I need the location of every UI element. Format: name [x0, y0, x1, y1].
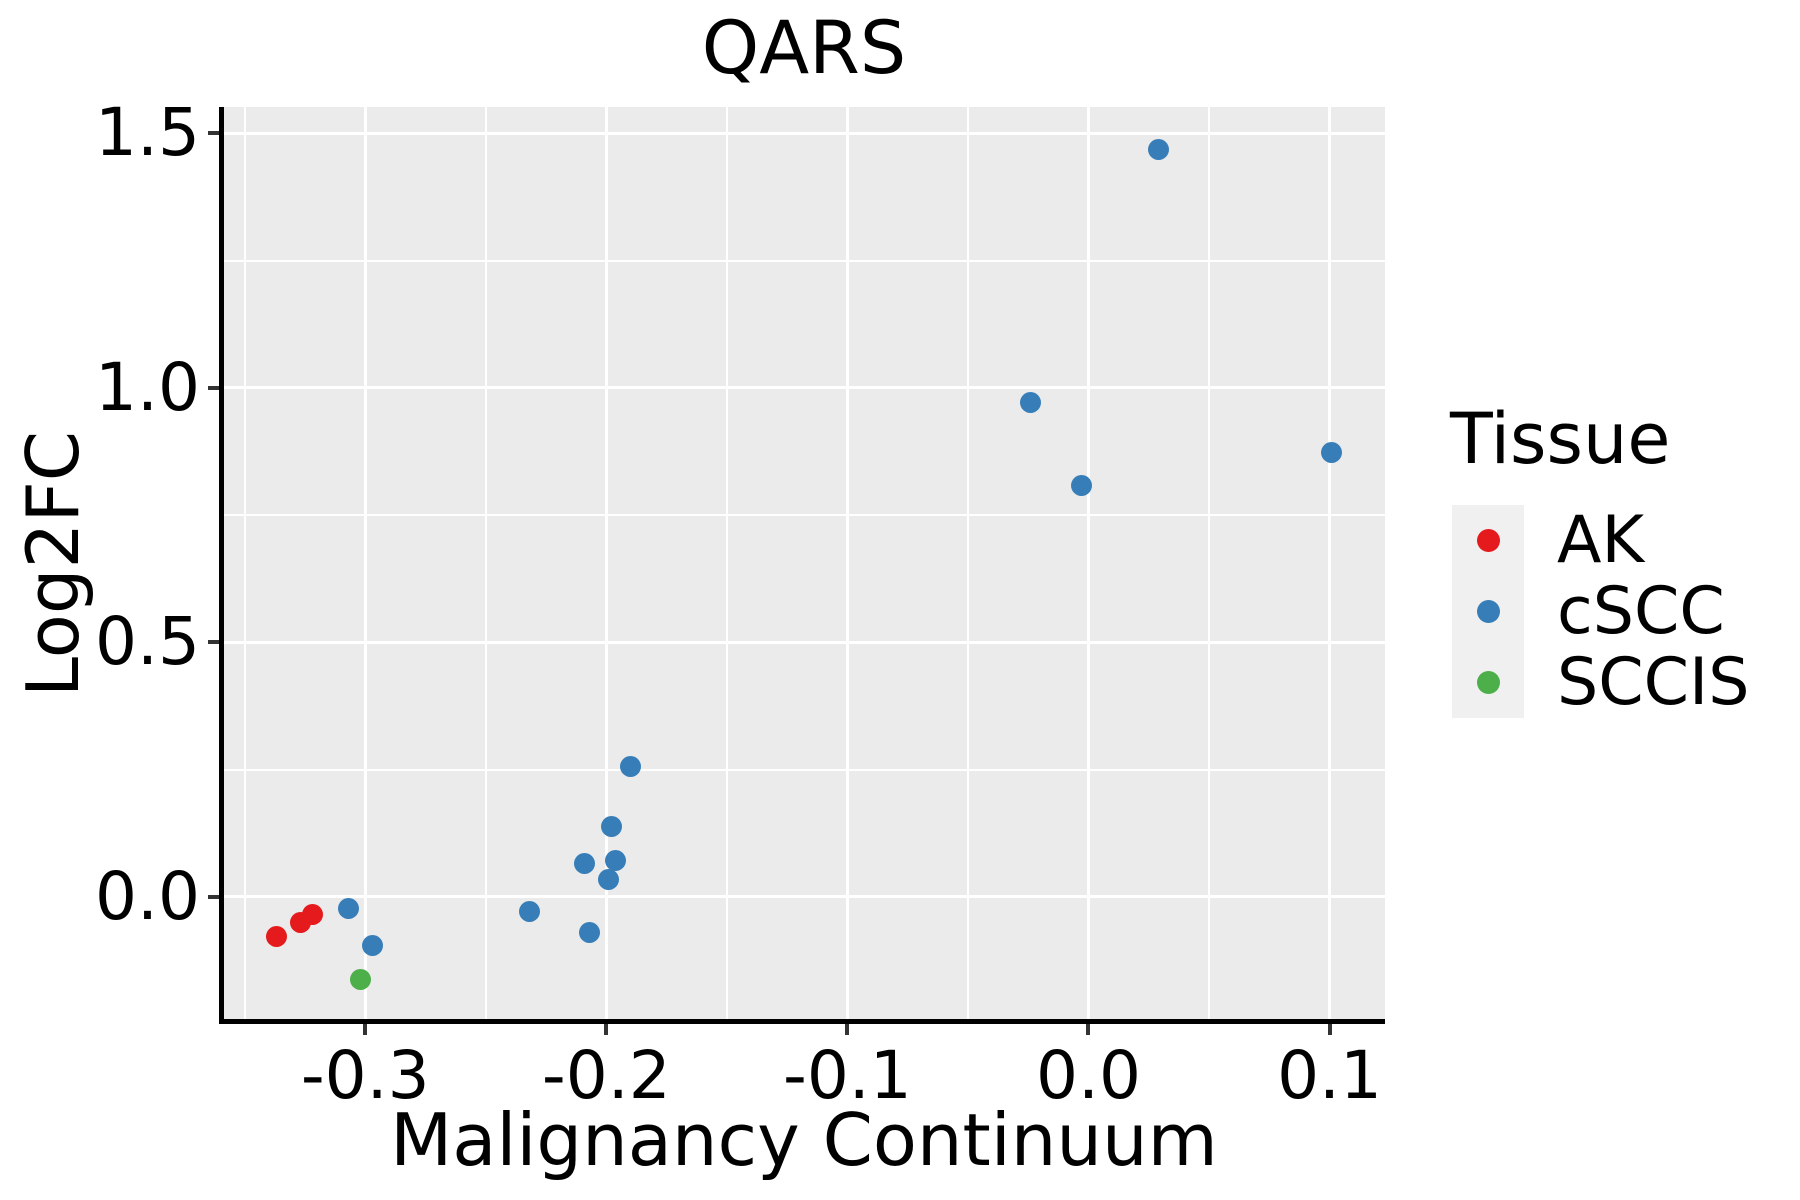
x-axis-line — [219, 1019, 1385, 1024]
y-tick-label: 0.0 — [95, 857, 200, 935]
major-gridline-x — [1086, 107, 1090, 1021]
minor-gridline-y — [223, 768, 1385, 771]
y-tick-label: 0.5 — [95, 603, 200, 681]
legend-label-ak: AK — [1557, 503, 1645, 578]
major-gridline-y — [223, 895, 1385, 899]
data-point-cscc — [578, 922, 600, 944]
major-gridline-x — [1328, 107, 1332, 1021]
legend-dot-sccis — [1476, 671, 1500, 694]
major-gridline-x — [604, 107, 608, 1021]
legend-title: Tissue — [1450, 398, 1671, 480]
y-tick-mark — [208, 131, 219, 136]
legend-label-sccis: SCCIS — [1557, 645, 1750, 720]
legend-label-cscc: cSCC — [1557, 574, 1725, 649]
x-tick-label: -0.3 — [300, 1037, 430, 1114]
data-point-cscc — [518, 900, 540, 922]
x-tick-mark — [1327, 1024, 1332, 1035]
data-point-cscc — [1321, 442, 1343, 464]
minor-gridline-x — [484, 107, 487, 1021]
x-tick-mark — [1086, 1024, 1091, 1035]
y-tick-mark — [208, 385, 219, 390]
x-tick-mark — [845, 1024, 850, 1035]
data-point-sccis — [349, 968, 371, 990]
chart-title: QARS — [701, 6, 907, 91]
x-tick-label: -0.1 — [783, 1037, 912, 1114]
minor-gridline-x — [725, 107, 728, 1021]
x-tick-label: 0.0 — [1035, 1037, 1141, 1114]
data-point-ak — [301, 903, 323, 925]
data-point-cscc — [574, 852, 596, 874]
x-tick-mark — [604, 1024, 609, 1035]
major-gridline-y — [223, 640, 1385, 644]
plot-panel — [223, 107, 1385, 1021]
data-point-cscc — [1020, 391, 1042, 413]
minor-gridline-x — [1208, 107, 1210, 1021]
major-gridline-x — [845, 107, 849, 1021]
y-tick-label: 1.5 — [95, 94, 200, 172]
major-gridline-y — [223, 386, 1385, 390]
y-axis-title: Log2FC — [11, 430, 95, 698]
minor-gridline-x — [966, 107, 969, 1021]
y-tick-label: 1.0 — [95, 348, 200, 426]
x-tick-mark — [363, 1024, 368, 1035]
y-axis-line — [219, 107, 224, 1024]
x-axis-title: Malignancy Continuum — [390, 1098, 1218, 1182]
data-point-cscc — [361, 934, 383, 956]
data-point-cscc — [605, 850, 627, 872]
minor-gridline-y — [223, 514, 1385, 517]
major-gridline-y — [223, 131, 1385, 135]
data-point-cscc — [337, 898, 359, 920]
minor-gridline-x — [243, 107, 246, 1021]
x-tick-label: 0.1 — [1277, 1037, 1383, 1114]
data-point-cscc — [598, 869, 620, 891]
data-point-cscc — [619, 755, 641, 777]
y-tick-mark — [208, 894, 219, 899]
data-point-cscc — [1147, 138, 1169, 160]
minor-gridline-y — [223, 259, 1385, 262]
data-point-cscc — [600, 815, 622, 837]
y-tick-mark — [208, 640, 219, 645]
legend-dot-cscc — [1476, 600, 1500, 623]
data-point-ak — [265, 925, 287, 947]
data-point-cscc — [1070, 474, 1092, 496]
major-gridline-x — [363, 107, 367, 1021]
x-tick-label: -0.2 — [541, 1037, 671, 1114]
legend-dot-ak — [1476, 529, 1500, 552]
